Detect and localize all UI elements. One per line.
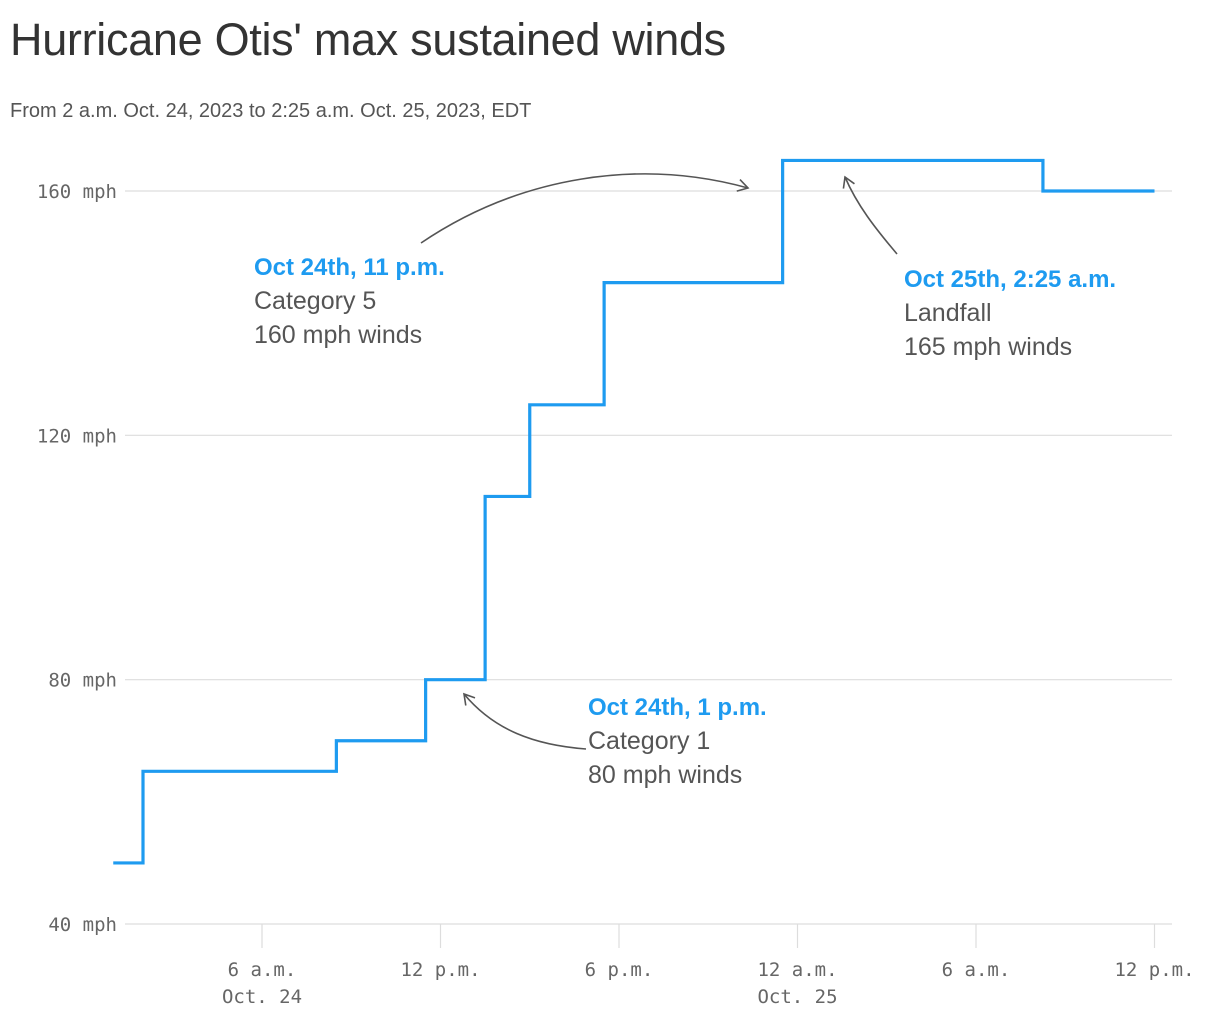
x-tick-sublabel-3: Oct. 25 — [757, 986, 837, 1008]
y-tick-label-3: 160 mph — [37, 181, 117, 203]
annotation-line-0-0: Category 5 — [254, 287, 376, 315]
annotation-line-1-1: 165 mph winds — [904, 333, 1072, 361]
annotation-arrow-2 — [463, 692, 587, 750]
annotation-line-0-1: 160 mph winds — [254, 321, 422, 349]
x-tick-label-0: 6 a.m. — [228, 959, 297, 981]
annotation-arrow-0 — [420, 173, 750, 244]
annotation-line-2-0: Category 1 — [588, 727, 710, 755]
x-tick-label-1: 12 p.m. — [400, 959, 480, 981]
x-tick-label-4: 6 a.m. — [942, 959, 1011, 981]
grid — [125, 190, 1172, 925]
chart-title: Hurricane Otis' max sustained winds — [10, 14, 726, 65]
chart-subtitle: From 2 a.m. Oct. 24, 2023 to 2:25 a.m. O… — [10, 100, 532, 122]
series — [113, 158, 1155, 865]
annotation-heading-2: Oct 24th, 1 p.m. — [588, 694, 767, 721]
annotation-line-1-0: Landfall — [904, 299, 992, 327]
annotation-heading-1: Oct 25th, 2:25 a.m. — [904, 266, 1116, 293]
annotation-line-2-1: 80 mph winds — [588, 761, 742, 789]
y-axis: 40 mph 80 mph 120 mph 160 mph — [37, 181, 117, 936]
x-tick-label-2: 6 p.m. — [585, 959, 654, 981]
annotation-arrows — [420, 173, 898, 750]
x-tick-label-3: 12 a.m. — [757, 959, 837, 981]
x-axis: 6 a.m. Oct. 24 12 p.m. 6 p.m. 12 a.m. Oct. 25… — [222, 924, 1195, 1008]
annotation-heading-0: Oct 24th, 11 p.m. — [254, 254, 445, 281]
y-tick-label-2: 120 mph — [37, 425, 117, 447]
y-tick-label-1: 80 mph — [48, 670, 117, 692]
x-tick-label-5: 12 p.m. — [1114, 959, 1194, 981]
y-tick-label-0: 40 mph — [48, 914, 117, 936]
annotation-arrow-1 — [842, 175, 898, 255]
annotations: Oct 24th, 11 p.m. Category 5 160 mph winds… — [254, 254, 1116, 789]
series-line-0 — [113, 158, 1155, 865]
x-tick-sublabel-0: Oct. 24 — [222, 986, 302, 1008]
